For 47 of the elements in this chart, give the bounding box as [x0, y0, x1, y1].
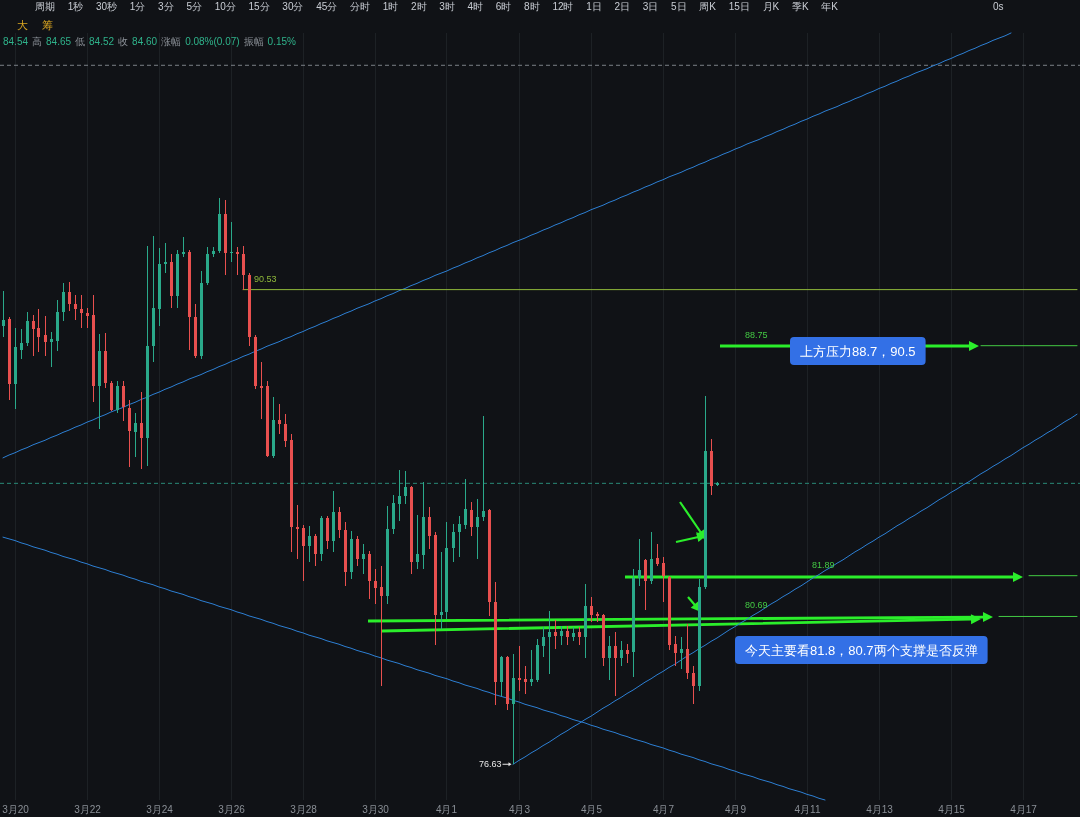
x-tick-label: 4月15	[938, 804, 966, 815]
x-tick-label: 3月22	[74, 804, 102, 815]
x-tick-label: 4月13	[866, 804, 894, 815]
annotation: 今天主要看81.8，80.7两个支撑是否反弹	[745, 643, 978, 658]
text: 周期 1秒 30秒 1分 3分 5分 10分 15分 30分 45分 分时 1时 2时 3时 4时 6时 8时 12时 1日 2日 3日 5日 周K 15日 月K 季K 年K	[35, 1, 838, 12]
x-tick-label: 3月30	[362, 804, 390, 815]
annotation: 90.53	[254, 273, 277, 284]
x-tick-label: 3月20	[2, 804, 30, 815]
candlestick	[530, 650, 533, 686]
candlestick	[518, 646, 521, 691]
candlestick	[236, 247, 239, 275]
candlestick	[230, 222, 233, 262]
candlestick	[260, 362, 263, 419]
candlestick	[50, 332, 53, 367]
x-tick-label: 4月3	[508, 804, 531, 815]
x-tick-label: 4月9	[724, 804, 747, 815]
candlestick	[416, 515, 419, 569]
candlestick	[164, 243, 167, 273]
x-tick-label: 3月26	[218, 804, 246, 815]
annotation: 80.69	[745, 600, 768, 611]
candlestick	[278, 404, 281, 434]
candlestick	[524, 666, 527, 694]
candlestick	[86, 308, 89, 328]
annotation: 88.75	[745, 329, 768, 340]
text: 0s	[993, 1, 1004, 12]
annotation: 上方压力88.7，90.5	[800, 344, 916, 359]
x-tick-label: 3月28	[290, 804, 318, 815]
candlestick	[548, 611, 551, 674]
x-tick-label: 4月7	[652, 804, 675, 815]
candlestick	[296, 505, 299, 559]
x-tick-label: 4月11	[794, 804, 821, 815]
annotation: 81.89	[812, 559, 835, 570]
x-tick-label: 3月24	[146, 804, 174, 815]
candlestick	[482, 416, 485, 521]
candlestick	[680, 637, 683, 669]
text: 84.54 高 84.65 低 84.52 收 84.60 涨幅 0.08%(0.07) 振幅 0.15%	[3, 36, 296, 47]
candlestick	[80, 295, 83, 328]
x-tick-label: 4月17	[1010, 804, 1038, 815]
candlestick	[440, 552, 443, 629]
candlestick	[182, 237, 185, 257]
candlestick	[2, 291, 5, 337]
candlestick	[380, 566, 383, 686]
x-tick-label: 4月1	[435, 804, 458, 815]
x-tick-label: 4月5	[580, 804, 603, 815]
annotation: 76.63	[478, 759, 502, 770]
candlestick	[554, 620, 557, 649]
text: 大 筹	[17, 19, 53, 31]
